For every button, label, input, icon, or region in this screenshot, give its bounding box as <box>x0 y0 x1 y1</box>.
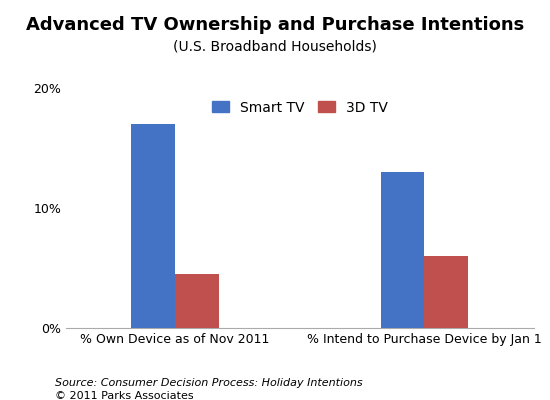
Bar <box>131 124 175 328</box>
Text: Advanced TV Ownership and Purchase Intentions: Advanced TV Ownership and Purchase Inten… <box>26 16 524 34</box>
Bar <box>381 172 425 328</box>
Text: (U.S. Broadband Households): (U.S. Broadband Households) <box>173 40 377 54</box>
Legend: Smart TV, 3D TV: Smart TV, 3D TV <box>206 95 393 120</box>
Text: Source: Consumer Decision Process: Holiday Intentions: Source: Consumer Decision Process: Holid… <box>55 378 362 388</box>
Bar <box>175 274 219 328</box>
Text: © 2011 Parks Associates: © 2011 Parks Associates <box>55 391 194 400</box>
Bar <box>425 256 468 328</box>
